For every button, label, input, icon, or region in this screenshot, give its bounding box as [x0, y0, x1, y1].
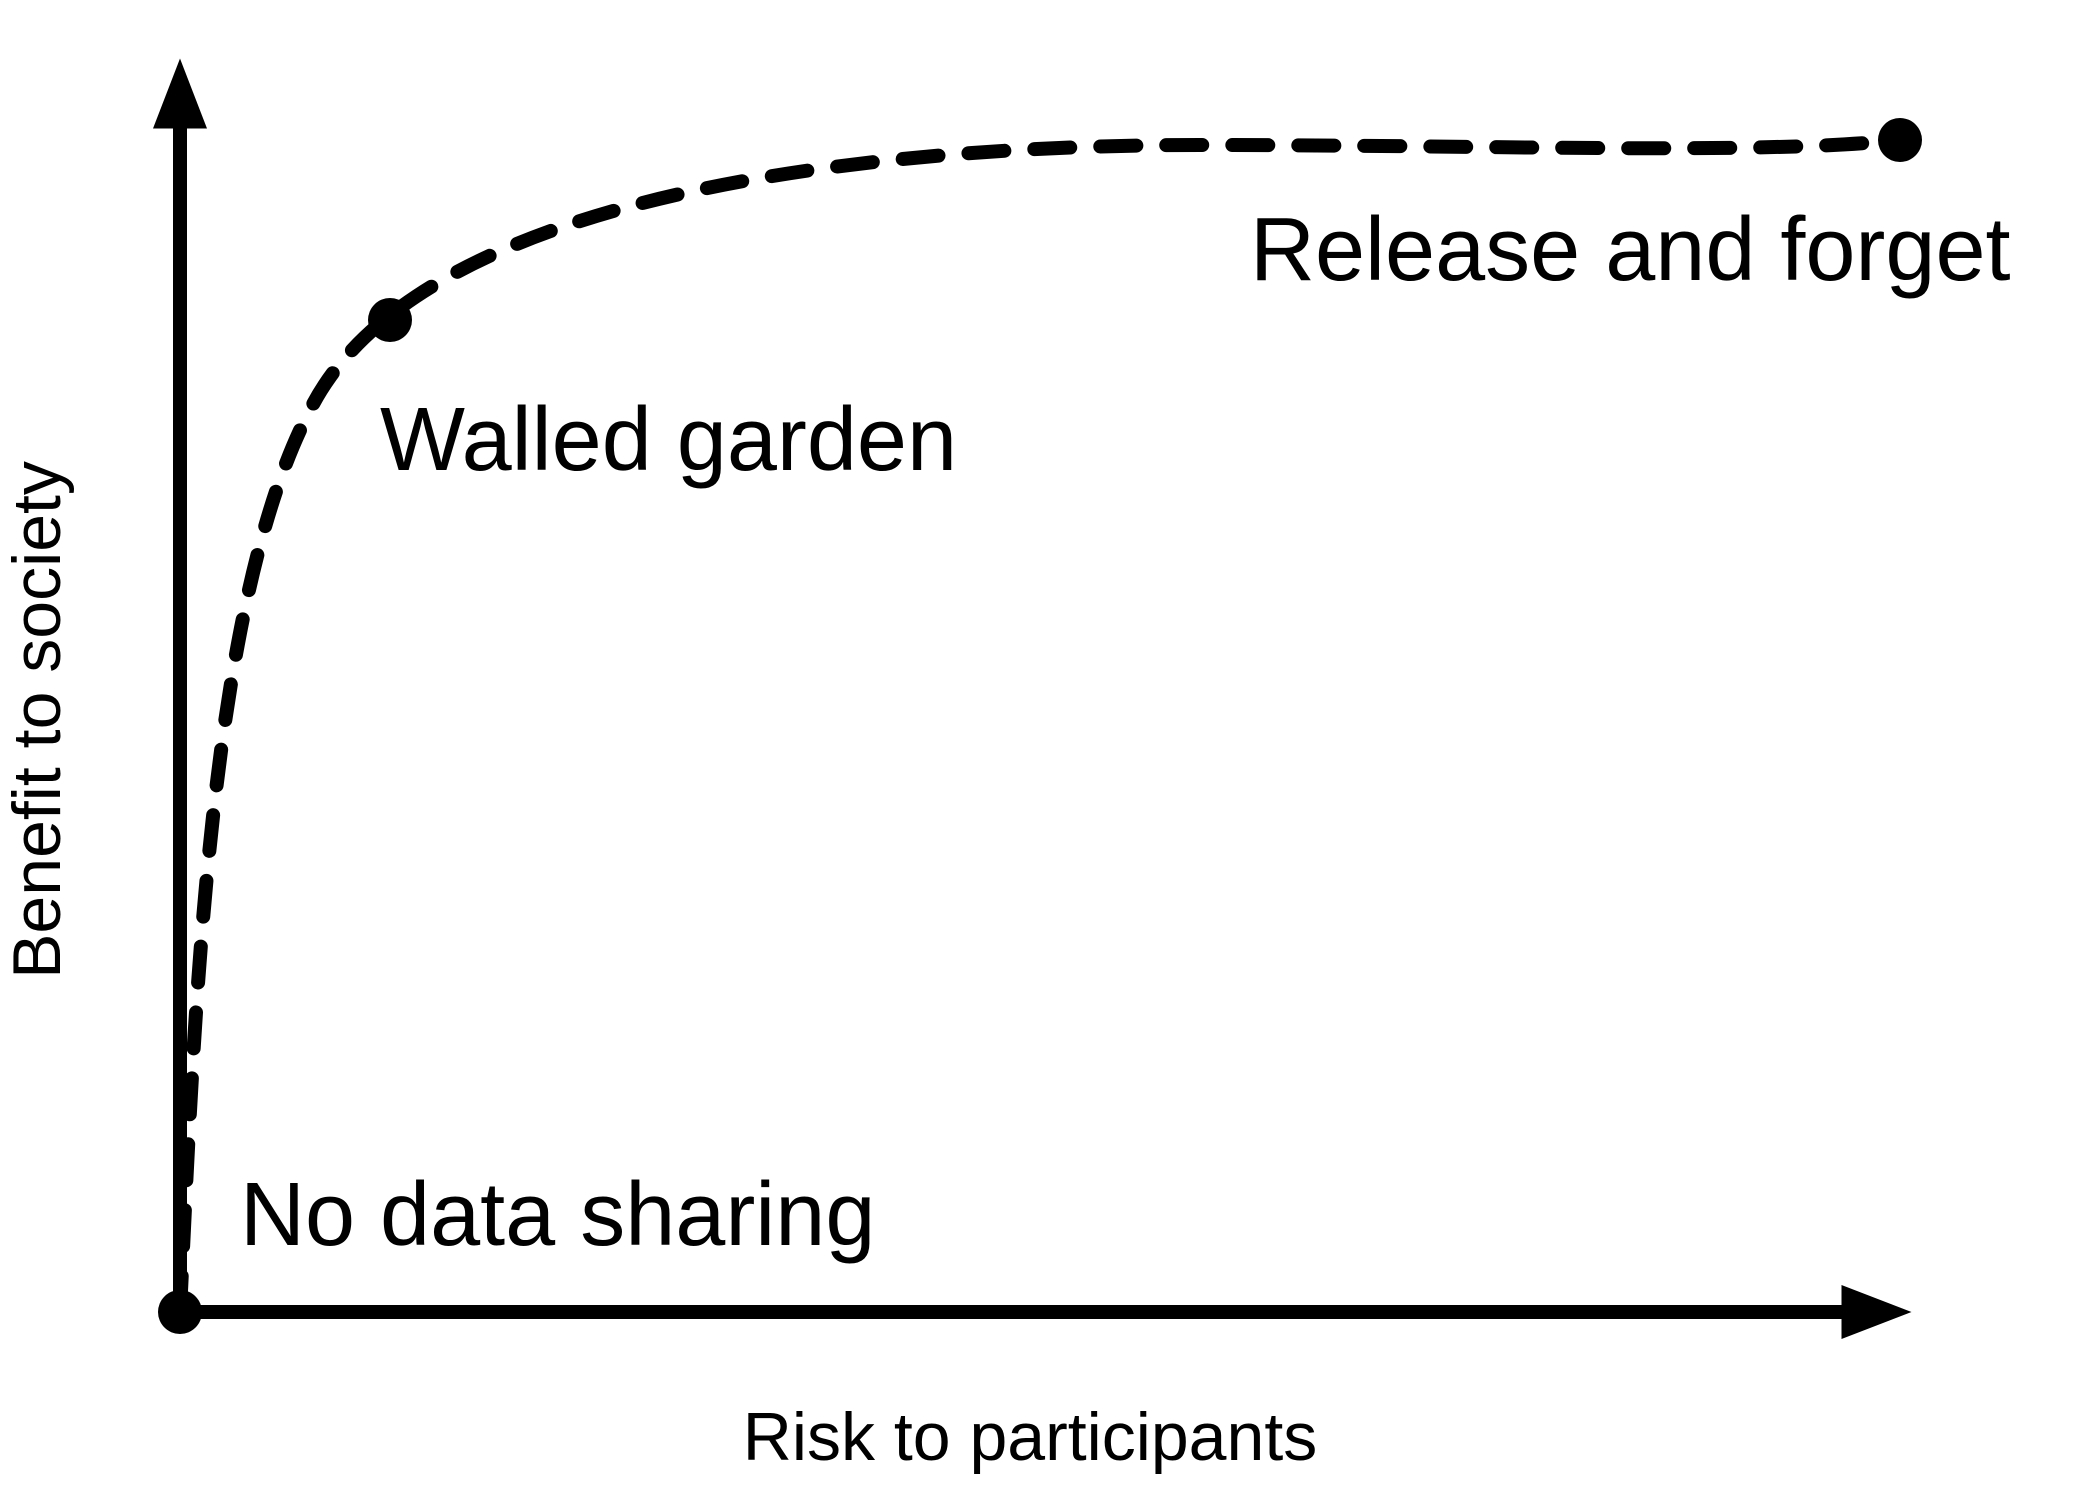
point-release-and-forget: [1878, 118, 1922, 162]
point-walled-garden: [368, 298, 412, 342]
point-no-data-sharing: [158, 1290, 202, 1334]
label-walled-garden: Walled garden: [380, 390, 957, 490]
label-release-and-forget: Release and forget: [1250, 200, 2011, 300]
risk-benefit-chart: Risk to participants Benefit to society …: [0, 0, 2087, 1512]
label-no-data-sharing: No data sharing: [240, 1165, 875, 1265]
x-axis-label: Risk to participants: [743, 1399, 1317, 1475]
y-axis-label: Benefit to society: [0, 461, 75, 979]
